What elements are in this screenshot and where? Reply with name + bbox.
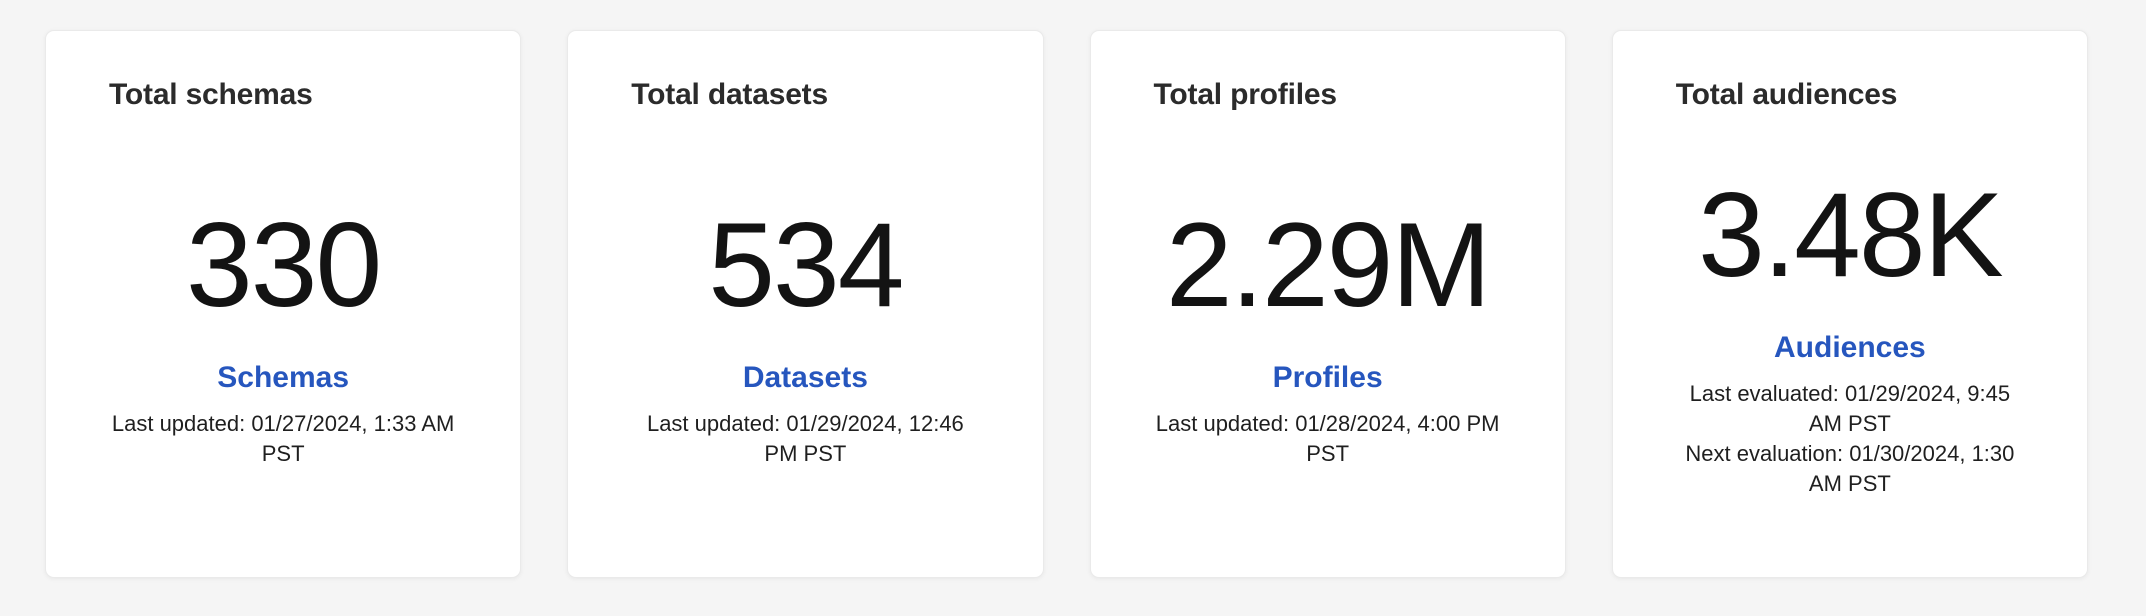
widget-title: Total datasets [631, 78, 828, 111]
last-updated-text: Last updated: 01/29/2024, 12:46 PM PST [646, 411, 964, 466]
total-datasets-widget: Total datasets 534 Datasets Last updated… [567, 30, 1044, 578]
total-audiences-widget: Total audiences 3.48K Audiences Last eva… [1611, 30, 2088, 578]
widget-captions: Last updated: 01/29/2024, 12:46 PM PST [631, 409, 979, 469]
last-evaluated-text: Last evaluated: 01/29/2024, 9:45 AM PST [1689, 381, 2011, 436]
audiences-count-value: 3.48K [1698, 168, 2004, 302]
last-updated-text: Last updated: 01/27/2024, 1:33 AM PST [111, 411, 455, 466]
schemas-count-value: 330 [186, 198, 382, 332]
widget-body: 330 Schemas Last updated: 01/27/2024, 1:… [109, 113, 457, 557]
widget-body: 2.29M Profiles Last updated: 01/28/2024,… [1154, 113, 1502, 557]
schemas-link[interactable]: Schemas [217, 361, 349, 394]
last-updated-text: Last updated: 01/28/2024, 4:00 PM PST [1155, 411, 1500, 466]
widget-captions: Last updated: 01/27/2024, 1:33 AM PST [109, 409, 457, 469]
total-schemas-widget: Total schemas 330 Schemas Last updated: … [45, 30, 522, 578]
widget-body: 534 Datasets Last updated: 01/29/2024, 1… [631, 113, 979, 557]
datasets-link[interactable]: Datasets [742, 361, 868, 394]
widget-title: Total schemas [109, 78, 313, 111]
widget-captions: Last evaluated: 01/29/2024, 9:45 AM PST … [1676, 379, 2024, 499]
audiences-link[interactable]: Audiences [1774, 331, 1926, 364]
profiles-count-value: 2.29M [1165, 198, 1492, 332]
widget-title: Total profiles [1153, 78, 1338, 111]
widget-body: 3.48K Audiences Last evaluated: 01/29/20… [1676, 113, 2024, 557]
widget-captions: Last updated: 01/28/2024, 4:00 PM PST [1154, 409, 1502, 469]
datasets-count-value: 534 [708, 198, 904, 332]
next-evaluation-text: Next evaluation: 01/30/2024, 1:30 AM PST [1685, 441, 2015, 496]
widget-title: Total audiences [1675, 78, 1898, 111]
profiles-link[interactable]: Profiles [1272, 361, 1383, 394]
total-profiles-widget: Total profiles 2.29M Profiles Last updat… [1089, 30, 1566, 578]
